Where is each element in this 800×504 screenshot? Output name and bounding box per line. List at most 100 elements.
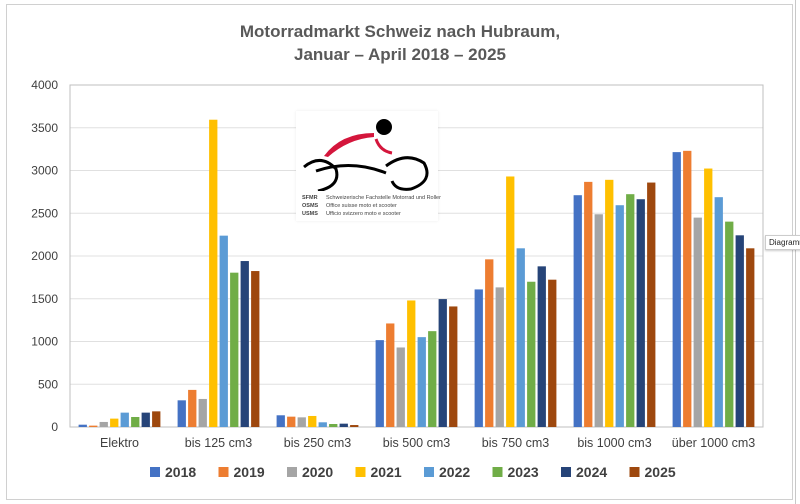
bar-2019 [485, 259, 494, 427]
bar-2025 [548, 279, 557, 427]
bar-2018 [573, 195, 582, 427]
bar-2021 [209, 119, 218, 427]
bar-2019 [683, 150, 692, 427]
tooltip: Diagramm [765, 235, 800, 250]
bar-2020 [594, 214, 603, 427]
bar-2023 [626, 194, 635, 427]
chart-title-line-2: Januar – April 2018 – 2025 [293, 45, 506, 64]
bar-2023 [527, 281, 536, 427]
bar-2019 [386, 323, 395, 427]
bar-2020 [693, 217, 702, 427]
legend-swatch-2021 [355, 467, 366, 477]
x-tick-label: über 1000 cm3 [672, 436, 755, 450]
bar-2024 [438, 299, 447, 427]
legend-swatch-2019 [218, 467, 229, 477]
bar-2020 [396, 347, 405, 427]
legend-swatch-2022 [424, 467, 434, 477]
motorcycle-logo-icon [303, 119, 429, 193]
bar-2025 [251, 271, 260, 427]
legend-swatch-2023 [492, 467, 503, 477]
bar-2023 [329, 424, 338, 427]
bar-2019 [89, 425, 98, 427]
bar-2021 [605, 179, 614, 427]
x-tick-label: Elektro [100, 436, 139, 450]
bar-2018 [474, 289, 483, 427]
x-tick-label: bis 1000 cm3 [577, 436, 651, 450]
chart-title-line-1: Motorradmarkt Schweiz nach Hubraum, [239, 22, 561, 41]
bar-2022 [516, 248, 525, 427]
bar-2025 [647, 182, 656, 427]
bar-2023 [725, 221, 734, 427]
bar-2025 [152, 411, 161, 427]
chart-frame[interactable] [6, 4, 793, 500]
legend-label-2025: 2025 [645, 464, 676, 480]
bar-2022 [120, 412, 129, 427]
sfmr-logo: SFMR Schweizerische Fachstelle Motorrad u… [296, 111, 441, 221]
legend-swatch-2025 [629, 467, 640, 477]
x-tick-label: bis 125 cm3 [185, 436, 252, 450]
bar-2024 [339, 423, 348, 427]
bar-2024 [735, 235, 744, 427]
divider [795, 0, 796, 504]
bar-2021 [704, 168, 713, 427]
bar-2023 [230, 272, 239, 427]
y-tick-label: 500 [38, 377, 58, 391]
legend-label-2020: 2020 [302, 464, 333, 480]
legend-label-2024: 2024 [576, 464, 607, 480]
bar-2025 [746, 248, 755, 427]
y-tick-label: 2500 [31, 206, 58, 220]
x-tick-label: bis 750 cm3 [482, 436, 549, 450]
legend-label-2018: 2018 [165, 464, 196, 480]
bar-2022 [615, 205, 624, 427]
bar-2022 [714, 197, 723, 427]
bar-2020 [297, 417, 306, 427]
bar-2023 [428, 331, 437, 427]
legend-label-2021: 2021 [371, 464, 402, 480]
bar-2019 [287, 416, 296, 427]
bar-2018 [375, 340, 384, 427]
bar-2019 [188, 389, 197, 427]
y-tick-label: 1500 [31, 292, 58, 306]
y-tick-label: 1000 [31, 335, 58, 349]
bar-2024 [537, 266, 546, 427]
logo-line-1: SFMR Schweizerische Fachstelle Motorrad u… [302, 195, 441, 201]
y-tick-label: 2000 [31, 249, 58, 263]
bar-2018 [276, 415, 285, 427]
bar-2020 [198, 398, 207, 427]
bar-2020 [99, 421, 108, 427]
bar-2024 [141, 412, 150, 427]
legend-label-2022: 2022 [439, 464, 470, 480]
bar-2021 [110, 418, 119, 427]
bar-2025 [449, 306, 458, 427]
x-tick-label: bis 250 cm3 [284, 436, 351, 450]
y-tick-label: 0 [51, 420, 58, 434]
bar-2024 [240, 261, 249, 427]
legend-swatch-2024 [561, 467, 571, 477]
x-tick-label: bis 500 cm3 [383, 436, 450, 450]
plot-area [69, 84, 764, 428]
legend-label-2023: 2023 [508, 464, 539, 480]
bar-2022 [318, 422, 327, 427]
bar-2018 [177, 400, 186, 427]
bar-2022 [417, 337, 426, 427]
bar-2018 [672, 152, 681, 427]
y-tick-label: 3500 [31, 121, 58, 135]
y-tick-label: 4000 [31, 78, 58, 92]
bar-2020 [495, 287, 504, 427]
legend-label-2019: 2019 [234, 464, 265, 480]
legend-swatch-2020 [287, 467, 297, 477]
logo-line-3: USMS Ufficio svizzero moto e scooter [302, 211, 401, 217]
legend-swatch-2018 [150, 467, 160, 477]
bar-2024 [636, 199, 645, 427]
bar-2018 [78, 424, 87, 427]
bar-2023 [131, 416, 140, 427]
bar-2021 [308, 415, 317, 427]
bar-2021 [407, 300, 416, 427]
bar-2022 [219, 235, 228, 427]
logo-line-2: OSMS Office suisse moto et scooter [302, 203, 397, 209]
y-tick-label: 3000 [31, 164, 58, 178]
bar-2021 [506, 176, 515, 427]
bar-2019 [584, 181, 593, 427]
